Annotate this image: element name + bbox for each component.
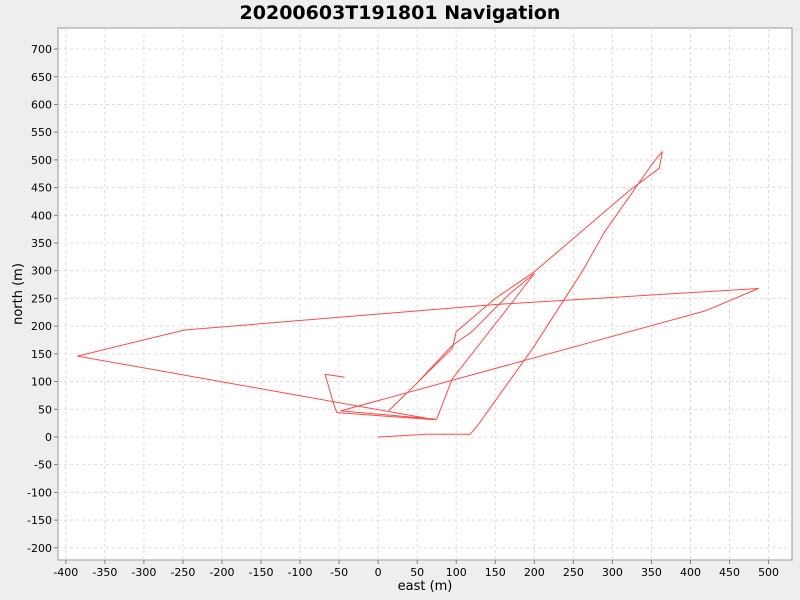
y-tick-label: 300: [31, 265, 52, 278]
x-tick-label: 500: [758, 566, 779, 579]
x-tick-label: 200: [524, 566, 545, 579]
y-tick-label: 450: [31, 182, 52, 195]
x-tick-label: -400: [53, 566, 78, 579]
y-tick-label: 500: [31, 154, 52, 167]
x-tick-label: -300: [131, 566, 156, 579]
x-tick-label: 150: [485, 566, 506, 579]
x-tick-label: 100: [446, 566, 467, 579]
x-tick-label: 350: [641, 566, 662, 579]
y-tick-label: -50: [34, 459, 52, 472]
y-tick-label: 50: [38, 403, 52, 416]
x-tick-label: -350: [92, 566, 117, 579]
x-tick-label: -150: [249, 566, 274, 579]
y-axis-label: north (m): [11, 263, 26, 325]
x-tick-label: 450: [719, 566, 740, 579]
y-tick-label: -200: [27, 542, 52, 555]
y-tick-label: -150: [27, 514, 52, 527]
chart-title: 20200603T191801 Navigation: [240, 2, 561, 24]
y-tick-label: 150: [31, 348, 52, 361]
x-tick-label: 400: [680, 566, 701, 579]
y-tick-label: 200: [31, 320, 52, 333]
x-tick-label: -100: [288, 566, 313, 579]
series-line-1: [77, 151, 759, 438]
x-tick-label: -250: [170, 566, 195, 579]
y-tick-label: 100: [31, 376, 52, 389]
y-tick-label: 250: [31, 292, 52, 305]
plot-area: [57, 27, 793, 561]
x-tick-label: 0: [375, 566, 382, 579]
x-tick-label: 50: [410, 566, 424, 579]
x-tick-label: -200: [209, 566, 234, 579]
y-tick-label: 350: [31, 237, 52, 250]
y-tick-label: -100: [27, 486, 52, 499]
series-layer: [77, 151, 759, 438]
y-tick-label: 600: [31, 98, 52, 111]
x-axis-label: east (m): [398, 579, 453, 594]
y-tick-label: 400: [31, 209, 52, 222]
axis-ticks: -400 -350 -300 -250 -200 -150 -100 -50 0 50 100 150…: [27, 43, 779, 579]
x-tick-label: 250: [563, 566, 584, 579]
y-tick-label: 0: [45, 431, 52, 444]
x-tick-label: 300: [602, 566, 623, 579]
x-tick-label: -50: [330, 566, 348, 579]
y-tick-label: 700: [31, 43, 52, 56]
y-tick-label: 550: [31, 126, 52, 139]
y-tick-label: 650: [31, 71, 52, 84]
grid-lines: [58, 28, 792, 560]
